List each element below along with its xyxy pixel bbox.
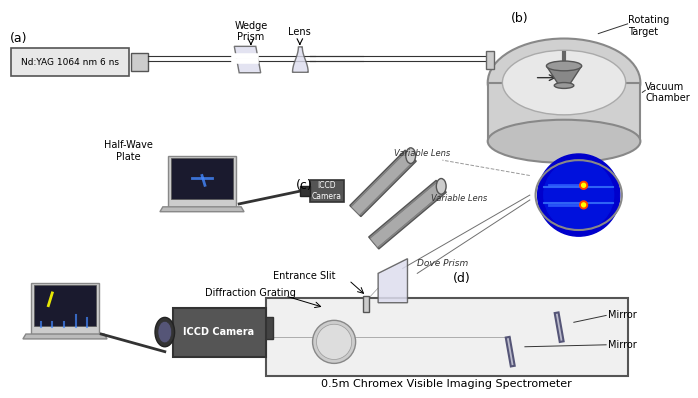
Text: Mirror: Mirror: [608, 310, 637, 320]
Bar: [11, 48, 128, 76]
Ellipse shape: [313, 320, 355, 363]
Text: Rotating
Target: Rotating Target: [628, 15, 669, 37]
Circle shape: [581, 203, 586, 207]
Ellipse shape: [488, 120, 640, 163]
Text: Dove Prism: Dove Prism: [417, 259, 468, 268]
Bar: [264, 317, 274, 339]
Polygon shape: [378, 259, 408, 303]
Polygon shape: [160, 207, 244, 212]
Circle shape: [544, 160, 614, 230]
Bar: [131, 53, 148, 71]
Text: Mirror: Mirror: [608, 340, 637, 350]
Polygon shape: [547, 66, 581, 86]
Bar: [350, 150, 416, 217]
Text: 0.5m Chromex Visible Imaging Spectrometer: 0.5m Chromex Visible Imaging Spectromete…: [321, 379, 572, 389]
Ellipse shape: [547, 61, 581, 71]
Text: Half-Wave
Plate: Half-Wave Plate: [104, 140, 153, 162]
Bar: [370, 182, 445, 248]
Text: (a): (a): [10, 32, 28, 45]
Ellipse shape: [406, 148, 415, 164]
Text: Vacuum
Chamber: Vacuum Chamber: [645, 82, 690, 103]
Bar: [266, 298, 628, 376]
Text: (b): (b): [511, 12, 529, 25]
Circle shape: [581, 183, 586, 187]
Circle shape: [580, 201, 588, 209]
Bar: [168, 156, 236, 207]
Bar: [351, 152, 415, 215]
Text: ICCD
Camera: ICCD Camera: [311, 181, 341, 201]
Ellipse shape: [436, 179, 446, 194]
Polygon shape: [235, 46, 260, 73]
Ellipse shape: [316, 324, 352, 359]
Ellipse shape: [155, 317, 174, 347]
Ellipse shape: [503, 50, 625, 115]
Bar: [369, 180, 446, 249]
Ellipse shape: [488, 39, 640, 127]
Bar: [171, 158, 233, 199]
Text: (d): (d): [452, 272, 470, 285]
Bar: [300, 186, 310, 196]
Ellipse shape: [158, 321, 172, 343]
Bar: [31, 283, 99, 334]
Bar: [34, 285, 96, 326]
Bar: [310, 180, 344, 202]
Circle shape: [537, 154, 620, 236]
Bar: [172, 308, 266, 357]
Text: Wedge
Prism: Wedge Prism: [235, 21, 267, 43]
Text: Entrance Slit: Entrance Slit: [274, 271, 336, 281]
Circle shape: [580, 181, 588, 189]
Text: Nd:YAG 1064 nm 6 ns: Nd:YAG 1064 nm 6 ns: [21, 57, 119, 66]
Text: Variable Lens: Variable Lens: [394, 150, 450, 158]
Bar: [555, 312, 563, 342]
Text: Diffraction Grating: Diffraction Grating: [205, 288, 297, 298]
Text: (c): (c): [297, 179, 313, 192]
Bar: [486, 51, 493, 69]
Bar: [506, 337, 514, 367]
Bar: [364, 296, 369, 312]
Text: Lens: Lens: [288, 27, 311, 37]
Ellipse shape: [554, 82, 574, 88]
Text: Variable Lens: Variable Lens: [431, 193, 487, 203]
Text: ICCD Camera: ICCD Camera: [183, 327, 254, 337]
Polygon shape: [23, 334, 107, 339]
Bar: [488, 82, 640, 141]
